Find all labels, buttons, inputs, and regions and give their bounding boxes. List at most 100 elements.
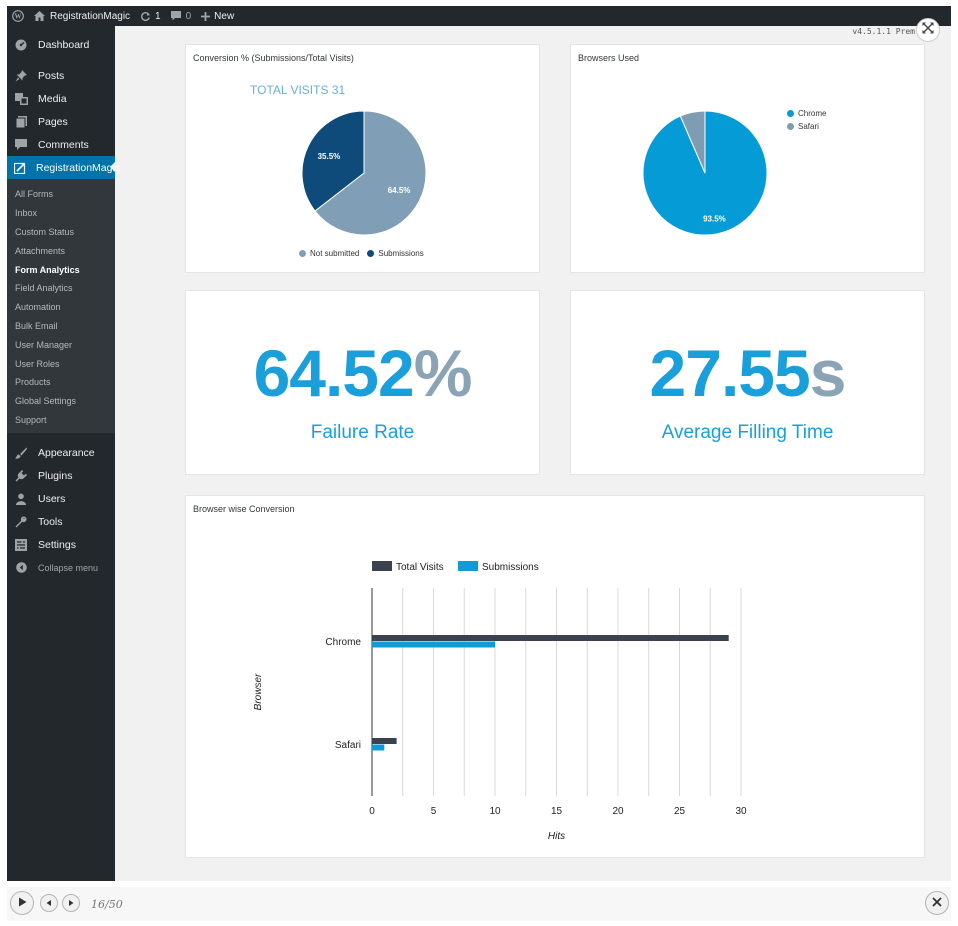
- x-axis-title: Hits: [548, 831, 565, 842]
- submenu-item-user-manager[interactable]: User Manager: [15, 339, 73, 350]
- sidebar-item-pages[interactable]: Pages: [7, 110, 115, 133]
- filling-time-value: 27.55s: [649, 336, 847, 410]
- settings-icon: [14, 538, 28, 552]
- slideshow-bar: 16/50: [0, 881, 958, 926]
- card-title: Browsers Used: [578, 53, 640, 63]
- expand-icon: [922, 21, 934, 39]
- sidebar-item-media[interactable]: Media: [7, 87, 115, 110]
- next-button[interactable]: [62, 894, 80, 912]
- admin-sidebar: Dashboard Posts Media Pages Comments Reg…: [7, 26, 120, 881]
- x-tick-label: 0: [369, 806, 375, 817]
- dashboard-icon: [14, 38, 28, 52]
- bar-submissions-chrome[interactable]: [372, 641, 495, 648]
- play-button[interactable]: [10, 891, 34, 915]
- browsers-legend: Chrome Safari: [787, 109, 826, 131]
- sidebar-item-label: Settings: [38, 538, 76, 551]
- browsers-card: Browsers Used 93.5% Chrome Safari: [570, 44, 925, 273]
- sidebar-item-label: Posts: [38, 69, 65, 82]
- plugin-version: v4.5.1.1 Prem: [852, 27, 915, 36]
- sidebar-item-plugins[interactable]: Plugins: [7, 464, 115, 487]
- legend-label: Total Visits: [396, 562, 444, 573]
- legend-label: Submissions: [482, 562, 539, 573]
- previous-button[interactable]: [40, 894, 58, 912]
- x-tick-label: 10: [489, 806, 501, 817]
- sidebar-item-registrationmagic[interactable]: RegistrationMagic: [7, 156, 120, 179]
- pie-slice-not-submitted[interactable]: [314, 110, 427, 236]
- x-tick-label: 5: [431, 806, 437, 817]
- slideshow-controls: 16/50: [7, 887, 951, 921]
- bar-total-visits-chrome[interactable]: [372, 635, 729, 641]
- sidebar-item-label: Users: [38, 492, 66, 505]
- pie-slice-label: 35.5%: [318, 152, 341, 161]
- sidebar-item-dashboard[interactable]: Dashboard: [7, 33, 115, 56]
- collapse-menu-button[interactable]: Collapse menu: [7, 556, 115, 579]
- submenu-item-form-analytics[interactable]: Form Analytics: [15, 264, 80, 275]
- x-tick-label: 20: [612, 806, 624, 817]
- play-icon: [17, 894, 27, 912]
- brush-icon: [14, 446, 28, 460]
- sidebar-item-tools[interactable]: Tools: [7, 510, 115, 533]
- wrench-icon: [14, 515, 28, 529]
- filling-time-card: 27.55s Average Filling Time: [570, 290, 925, 475]
- pie-slice-submissions[interactable]: [301, 110, 365, 212]
- new-content-link[interactable]: New: [196, 6, 239, 26]
- submenu-item-products[interactable]: Products: [15, 377, 51, 388]
- media-icon: [14, 92, 28, 106]
- site-name-link[interactable]: RegistrationMagic: [29, 6, 135, 26]
- bar-total-visits-safari[interactable]: [372, 738, 397, 744]
- next-icon: [67, 894, 75, 912]
- sidebar-item-settings[interactable]: Settings: [7, 533, 115, 556]
- submenu-item-inbox[interactable]: Inbox: [15, 208, 38, 219]
- legend-swatch: [458, 561, 478, 571]
- y-axis-title: Browser: [253, 673, 264, 710]
- comment-icon: [14, 138, 28, 152]
- collapse-arrow-icon: [14, 561, 28, 575]
- submenu-item-attachments[interactable]: Attachments: [15, 245, 66, 256]
- svg-text:W: W: [15, 13, 22, 21]
- comment-bubble-icon: [170, 11, 181, 21]
- submenu-item-user-roles[interactable]: User Roles: [15, 358, 60, 369]
- total-visits-label: TOTAL VISITS 31: [250, 83, 346, 97]
- failure-rate-card: 64.52% Failure Rate: [185, 290, 540, 475]
- submenu-item-bulk-email[interactable]: Bulk Email: [15, 320, 58, 331]
- plugin-icon: [14, 469, 28, 483]
- submenu-item-global-settings[interactable]: Global Settings: [15, 396, 77, 407]
- close-button[interactable]: [925, 891, 949, 915]
- previous-icon: [45, 894, 53, 912]
- submenu-item-custom-status[interactable]: Custom Status: [15, 226, 75, 237]
- sidebar-item-label: RegistrationMagic: [36, 161, 121, 174]
- site-name: RegistrationMagic: [50, 10, 131, 22]
- card-title: Conversion % (Submissions/Total Visits): [193, 53, 354, 63]
- admin-bar: W RegistrationMagic 1 0 New: [7, 6, 951, 26]
- comments-count: 0: [185, 10, 192, 22]
- bar-submissions-safari[interactable]: [372, 744, 385, 751]
- legend-swatch: [372, 561, 392, 571]
- category-label: Chrome: [325, 637, 361, 648]
- comments-link[interactable]: 0: [166, 6, 197, 26]
- sidebar-item-comments[interactable]: Comments: [7, 133, 115, 156]
- submenu-item-automation[interactable]: Automation: [15, 302, 61, 313]
- pie-slice-safari[interactable]: [679, 110, 706, 174]
- submenu-item-all-forms[interactable]: All Forms: [15, 189, 53, 200]
- submenu-item-field-analytics[interactable]: Field Analytics: [15, 283, 73, 294]
- sidebar-item-label: Dashboard: [38, 38, 90, 51]
- registrationmagic-submenu: All Forms Inbox Custom Status Attachment…: [7, 179, 115, 434]
- x-tick-label: 25: [674, 806, 686, 817]
- updates-link[interactable]: 1: [135, 6, 166, 26]
- fullscreen-button[interactable]: [916, 18, 940, 42]
- sidebar-item-label: Pages: [38, 115, 68, 128]
- wordpress-logo-icon[interactable]: W: [7, 6, 29, 26]
- sidebar-item-appearance[interactable]: Appearance: [7, 441, 115, 464]
- sidebar-item-label: Comments: [38, 138, 89, 151]
- conversion-legend: Not submitted Submissions: [299, 249, 424, 258]
- refresh-icon: [140, 11, 151, 22]
- sidebar-item-posts[interactable]: Posts: [7, 64, 115, 87]
- sidebar-item-users[interactable]: Users: [7, 487, 115, 510]
- pin-icon: [14, 69, 28, 83]
- x-tick-label: 15: [551, 806, 563, 817]
- pie-slice-label: 64.5%: [388, 186, 411, 195]
- plus-icon: [201, 11, 211, 21]
- failure-rate-value: 64.52%: [253, 336, 473, 410]
- submenu-item-support[interactable]: Support: [15, 414, 47, 425]
- browser-frame: W RegistrationMagic 1 0 New: [7, 6, 951, 881]
